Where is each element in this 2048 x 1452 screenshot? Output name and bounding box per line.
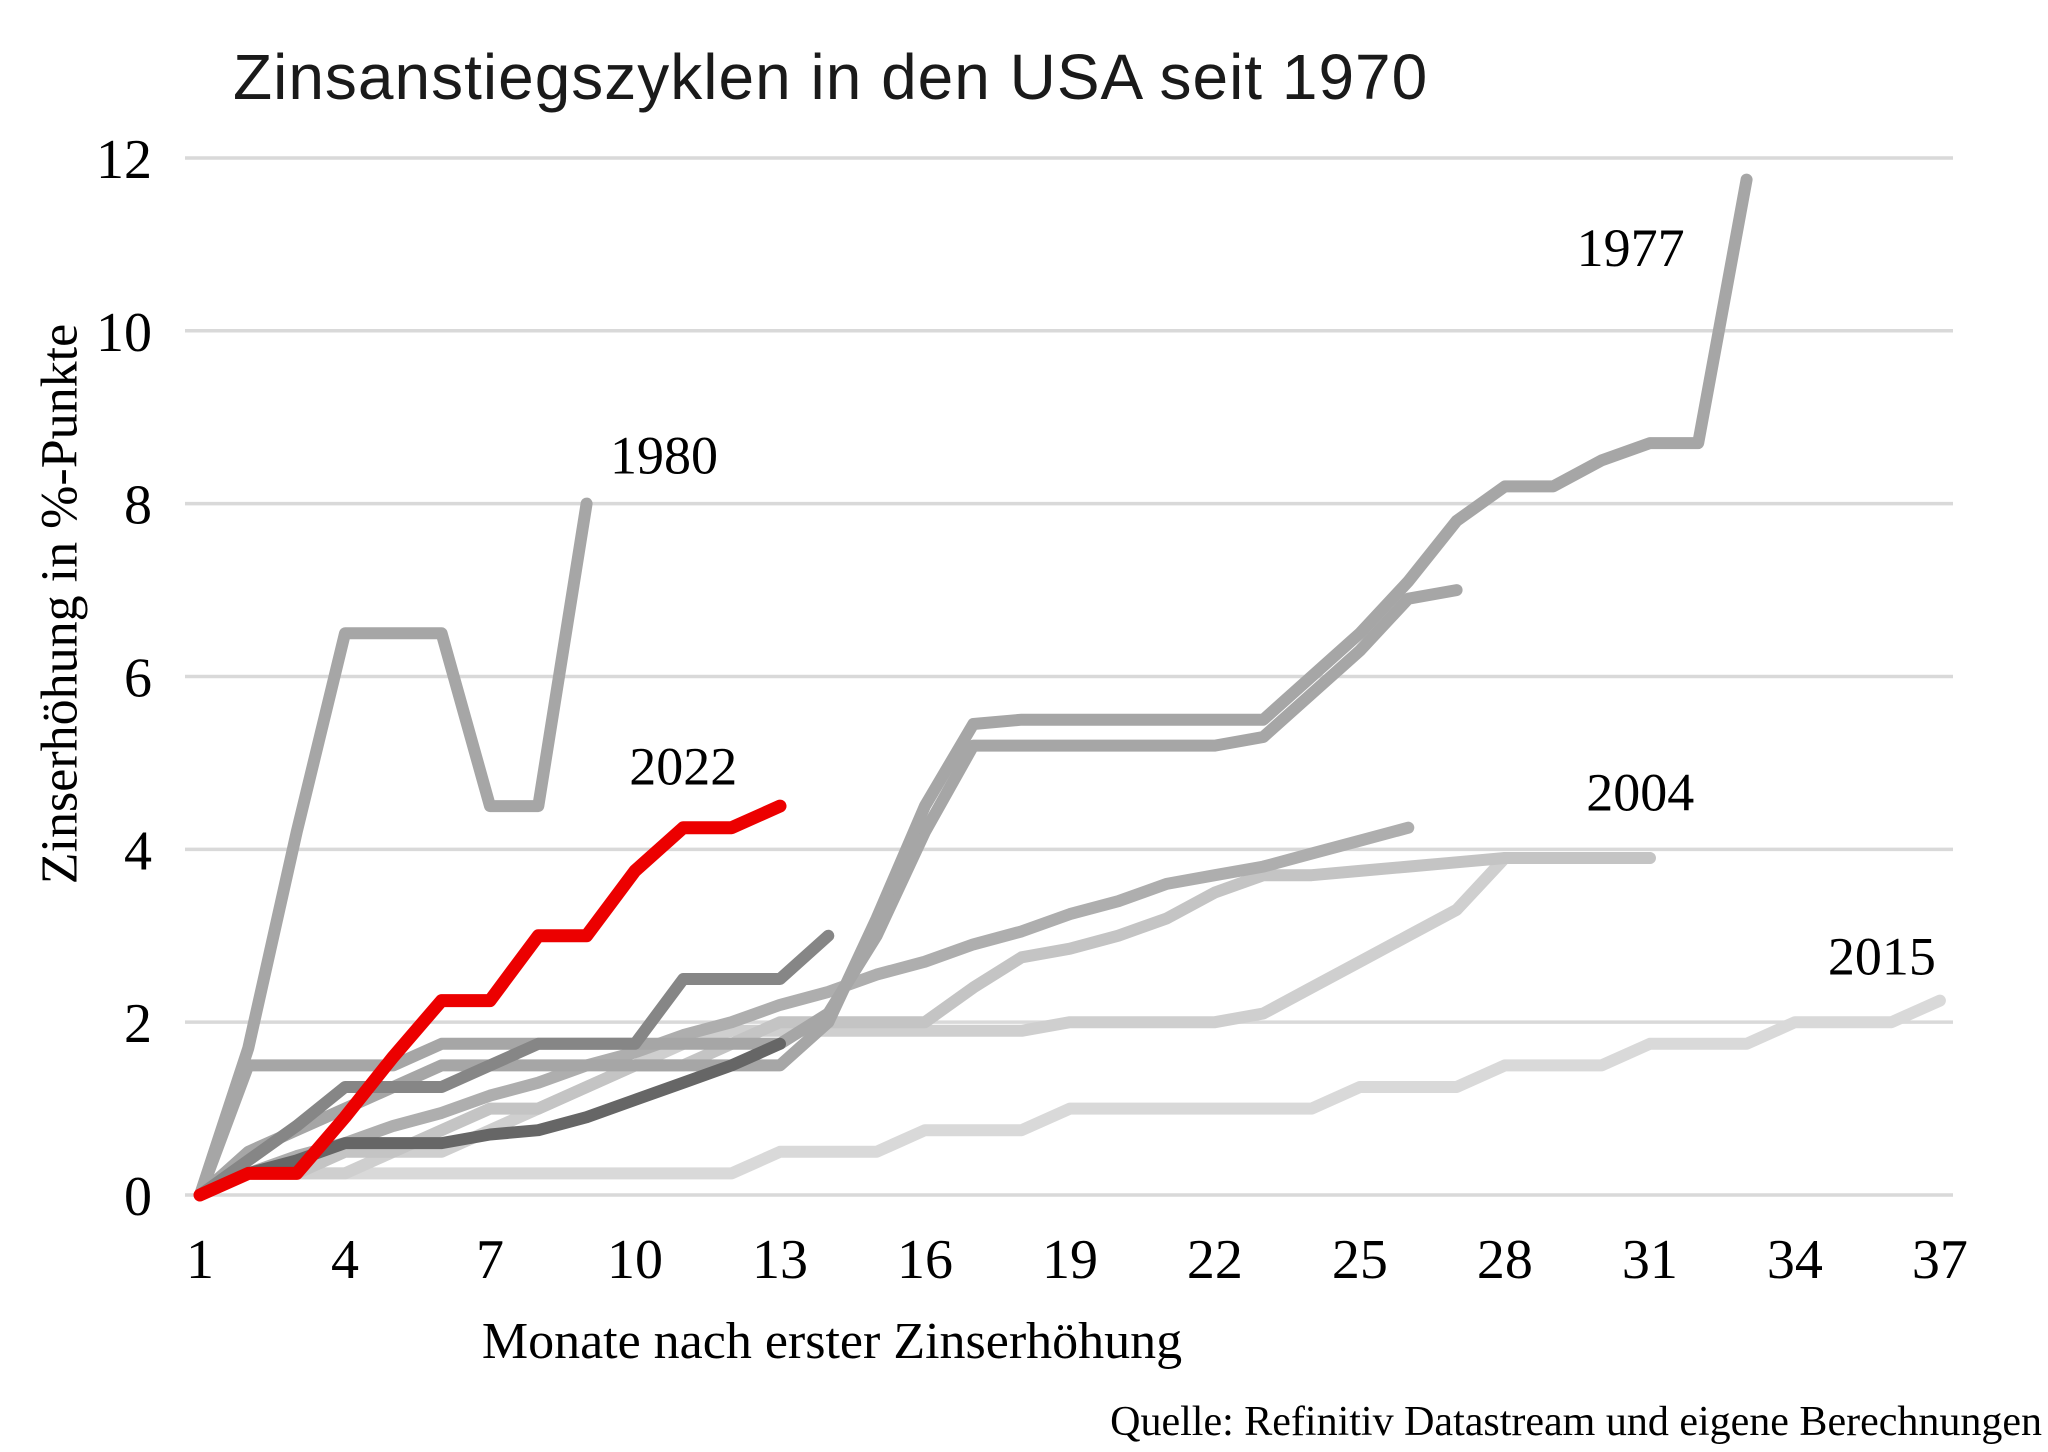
x-tick-label-19: 19	[1042, 1229, 1098, 1291]
x-tick-label-13: 13	[752, 1229, 808, 1291]
x-tick-label-25: 25	[1332, 1229, 1388, 1291]
y-tick-label-2: 2	[124, 993, 152, 1055]
y-tick-label-6: 6	[124, 647, 152, 709]
x-tick-label-4: 4	[331, 1229, 359, 1291]
x-tick-label-37: 37	[1912, 1229, 1968, 1291]
x-tick-label-10: 10	[607, 1229, 663, 1291]
x-tick-label-28: 28	[1477, 1229, 1533, 1291]
year-label-2022: 2022	[629, 737, 737, 797]
x-tick-label-34: 34	[1767, 1229, 1823, 1291]
series-cycle-2022-line	[193, 799, 787, 1202]
y-axis-title: Zinserhöhung in %-Punkte	[31, 323, 89, 885]
y-tick-label-4: 4	[124, 820, 152, 882]
series-cycle-1980-line	[194, 497, 593, 1201]
series-cycle-2015-line	[194, 994, 1946, 1201]
x-axis-title: Monate nach erster Zinserhöhung	[481, 1313, 1183, 1370]
series-cycle-unlabeled-c-line	[194, 1037, 786, 1201]
y-tick-label-10: 10	[96, 302, 152, 364]
x-tick-label-7: 7	[476, 1229, 504, 1291]
chart-title: Zinsanstiegszyklen in den USA seit 1970	[233, 41, 1429, 113]
series-cycle-unlabeled-midlight-line	[194, 852, 1656, 1201]
series-cycle-unlabeled-b-line	[194, 929, 835, 1201]
series-cycle-2004-line	[194, 821, 1415, 1201]
year-label-1977: 1977	[1577, 218, 1685, 278]
y-tick-label-12: 12	[96, 129, 152, 191]
x-tick-label-31: 31	[1622, 1229, 1678, 1291]
series-cycle-1977-line	[194, 173, 1753, 1201]
y-tick-label-0: 0	[124, 1166, 152, 1228]
x-tick-label-16: 16	[897, 1229, 953, 1291]
series-cycle-unlabeled-light-line	[194, 852, 1656, 1201]
year-label-2004: 2004	[1586, 762, 1694, 822]
x-tick-label-1: 1	[186, 1229, 214, 1291]
year-label-1980: 1980	[610, 425, 718, 485]
x-tick-label-22: 22	[1187, 1229, 1243, 1291]
year-label-2015: 2015	[1828, 927, 1936, 987]
y-tick-label-8: 8	[124, 475, 152, 537]
source-note: Quelle: Refinitiv Datastream und eigene …	[1110, 1399, 2042, 1445]
